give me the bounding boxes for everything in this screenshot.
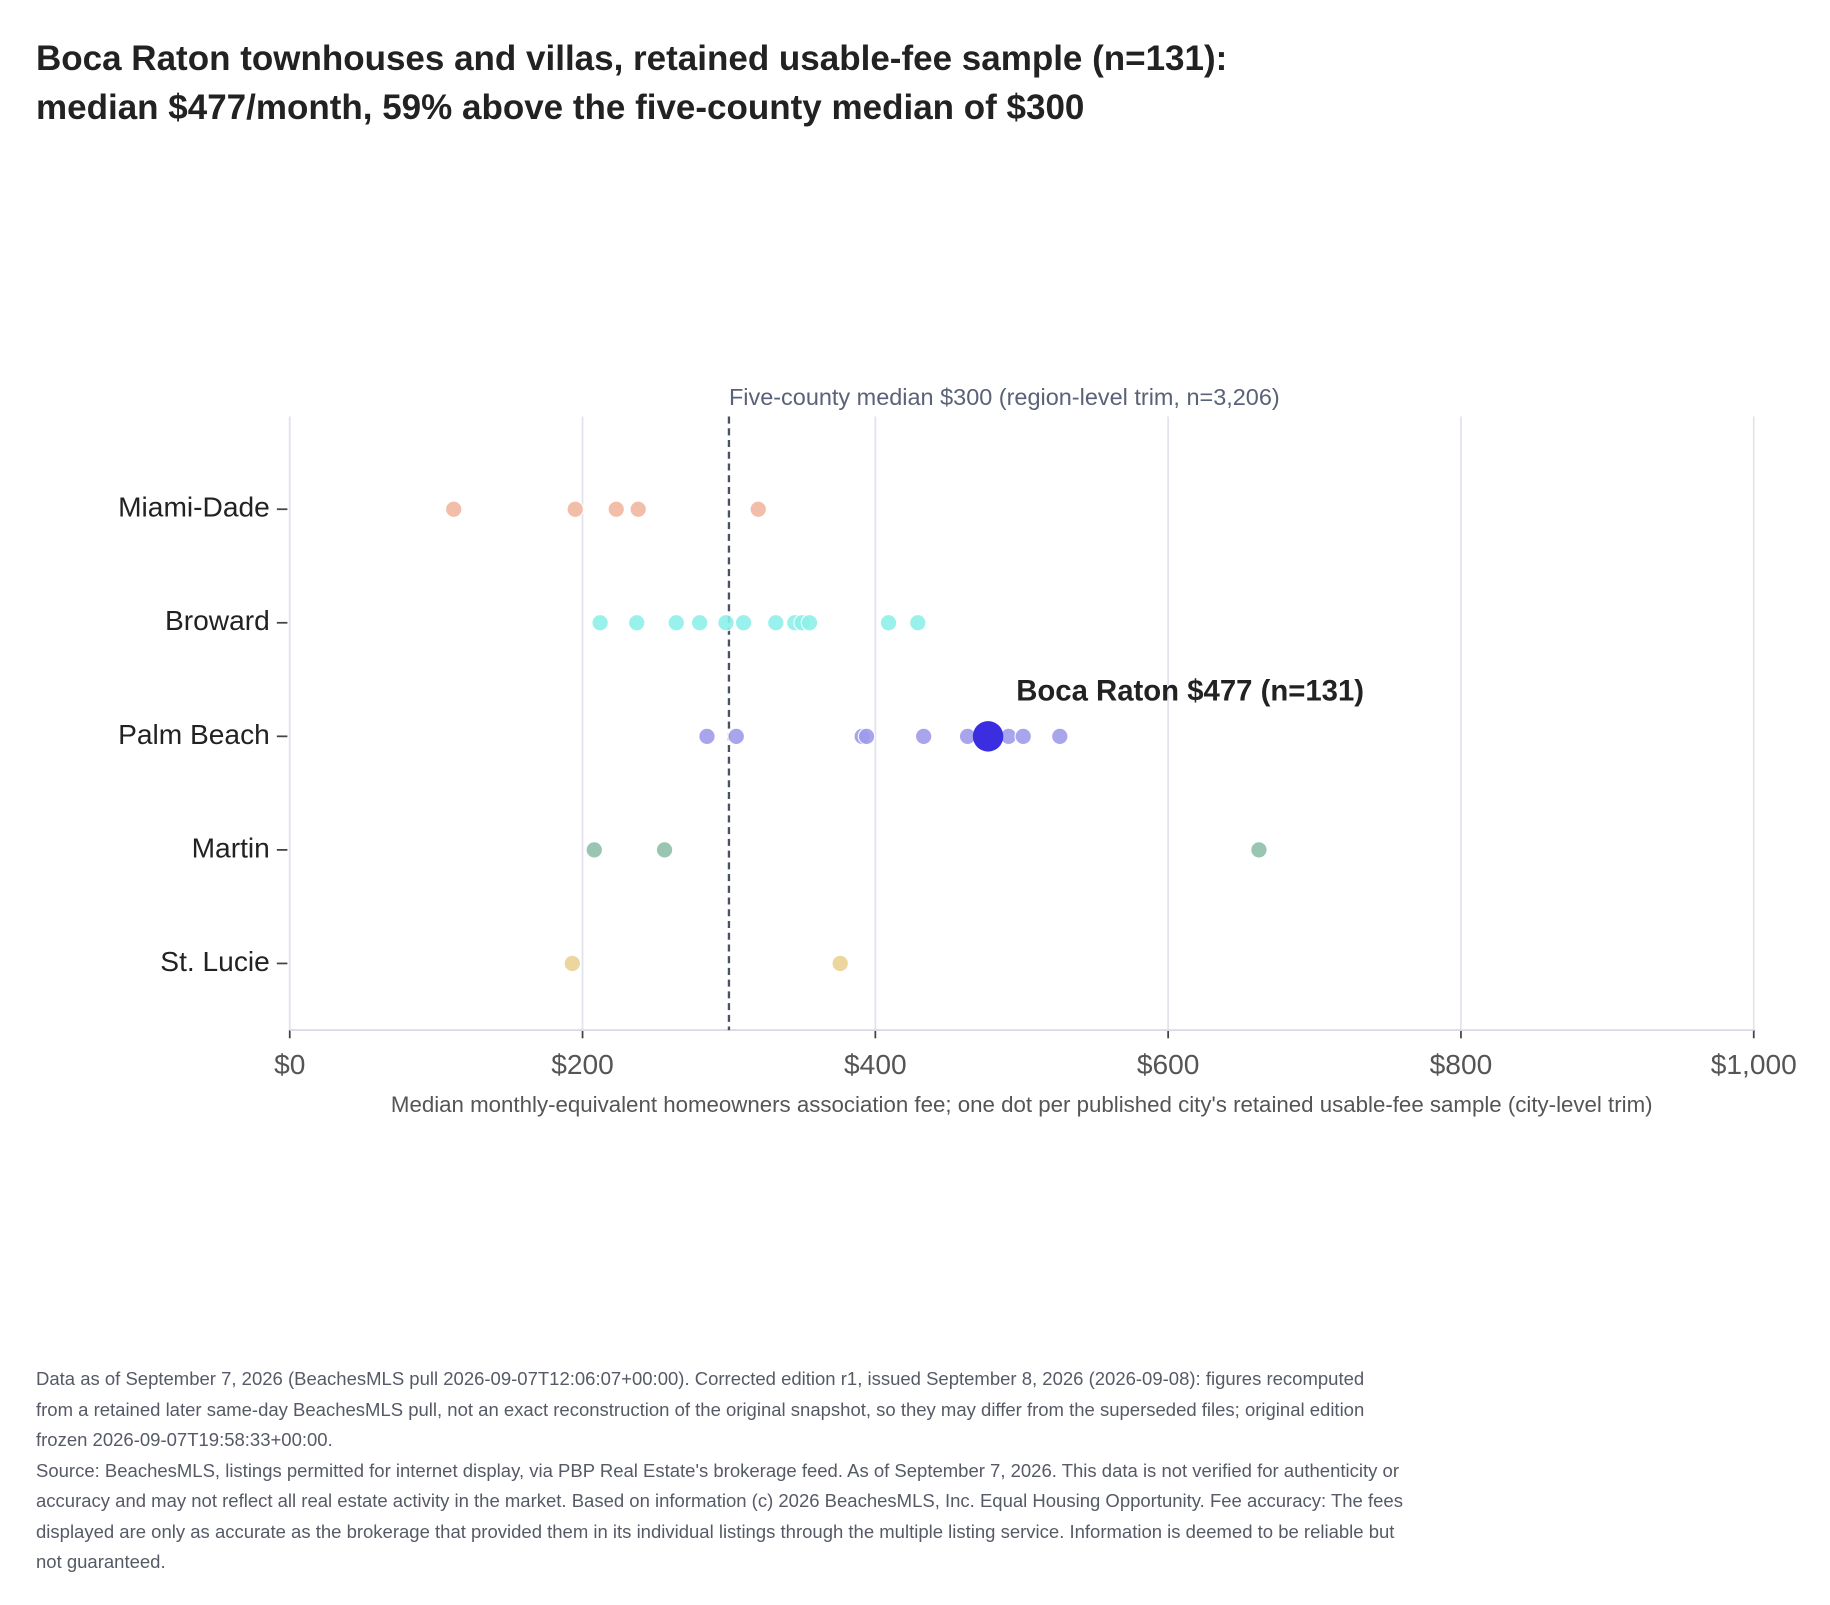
x-tick-label: $800: [1430, 1049, 1493, 1080]
dot: [698, 727, 716, 746]
dot: [734, 613, 753, 632]
dot: [655, 841, 674, 859]
dot: [727, 727, 746, 746]
x-tick-label: $400: [844, 1049, 907, 1080]
dot: [629, 500, 647, 519]
dot: [627, 613, 646, 632]
x-tick-label: $200: [551, 1049, 614, 1080]
dot: [800, 613, 819, 632]
y-tick-label: St. Lucie: [160, 946, 270, 977]
dot: [1250, 841, 1268, 859]
note: Source: BeachesMLS, listings permitted f…: [36, 1459, 1403, 1573]
dot: [831, 954, 850, 973]
dot: [585, 841, 604, 859]
y-tick-label: Miami-Dade: [118, 492, 270, 523]
dot: [690, 613, 709, 632]
y-tick-label: Martin: [192, 832, 270, 863]
highlight-dot: [972, 721, 1004, 752]
dot: [749, 500, 768, 519]
note: Data as of September 7, 2026 (BeachesMLS…: [36, 1368, 1365, 1450]
x-tick-label: $1,000: [1711, 1049, 1797, 1080]
y-tick-label: Broward: [165, 605, 270, 636]
chart-title: Boca Raton townhouses and villas, retain…: [36, 39, 1228, 127]
dot: [591, 613, 609, 632]
dot: [1051, 727, 1069, 746]
dot: [914, 727, 933, 746]
highlight-label: Boca Raton $477 (n=131): [1016, 675, 1364, 708]
dot: [909, 613, 927, 632]
dot: [444, 500, 463, 519]
dot: [717, 613, 735, 632]
dot: [563, 954, 582, 973]
dot: [857, 727, 876, 746]
dot: [607, 500, 626, 519]
dot: [766, 613, 785, 632]
reference-label: Five-county median $300 (region-level tr…: [729, 384, 1280, 410]
dot: [879, 613, 898, 632]
x-tick-label: $0: [274, 1049, 305, 1080]
x-tick-label: $600: [1137, 1049, 1200, 1080]
dot: [667, 613, 686, 632]
x-axis-title: Median monthly-equivalent homeowners ass…: [391, 1092, 1653, 1117]
dot: [566, 500, 585, 519]
dot: [1014, 727, 1033, 746]
notes: Data as of September 7, 2026 (BeachesMLS…: [36, 1364, 1406, 1578]
y-tick-label: Palm Beach: [118, 719, 270, 750]
